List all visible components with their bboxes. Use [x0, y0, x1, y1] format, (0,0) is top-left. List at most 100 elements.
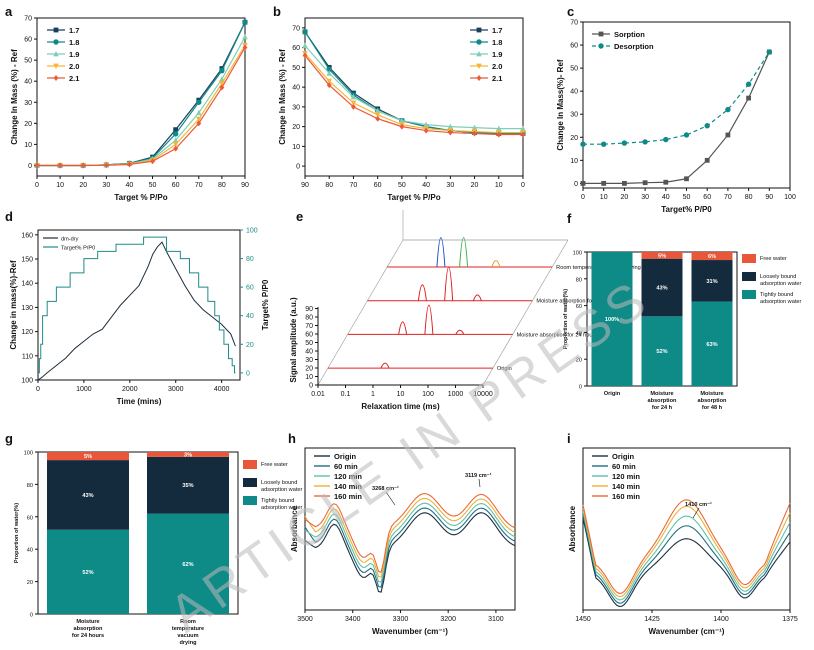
data-point — [242, 33, 248, 40]
data-point — [57, 162, 63, 169]
bar-data-label: 31% — [706, 279, 717, 285]
category-label: drying — [179, 640, 197, 646]
y-tick-label: 0 — [28, 163, 32, 170]
y-tick-label: 70 — [570, 20, 578, 27]
data-point — [495, 125, 502, 131]
bar-data-label: 63% — [706, 342, 717, 348]
y-axis-label: Change In Mass (%) - Ref — [10, 49, 19, 145]
panel-label-h: h — [288, 431, 296, 446]
legend-label: 1.7 — [492, 26, 502, 35]
data-point — [471, 124, 478, 131]
plot-frame-h — [304, 447, 516, 611]
data-point — [725, 106, 731, 113]
x-tick-label: 0 — [581, 194, 585, 201]
data-point — [601, 180, 607, 186]
legend-marker — [598, 31, 604, 37]
data-point — [242, 19, 248, 25]
legend-label: 120 min — [612, 472, 640, 481]
panel-label-f: f — [567, 211, 572, 226]
legend-label: Origin — [334, 452, 357, 461]
data-point — [350, 94, 357, 100]
data-point — [326, 82, 332, 89]
data-point — [302, 29, 308, 35]
x-tick-label: 1000 — [76, 386, 92, 393]
x-tick-label: 0.01 — [311, 391, 325, 398]
spectrum-line — [304, 507, 516, 588]
x-tick-label: 1375 — [782, 616, 798, 623]
y-tick-label: 40 — [576, 331, 582, 337]
spectrum-peak — [424, 304, 434, 335]
data-point — [172, 142, 179, 148]
legend-swatch — [742, 254, 756, 263]
spectrum-line — [304, 493, 516, 573]
chart-h: 3500 3400 3300 3200 3100 Wavenumber (cm⁻¹) Abs… — [290, 447, 516, 636]
legend-label: 160 min — [612, 492, 640, 501]
x-tick-label: 100 — [784, 194, 796, 201]
chart-b: 90 80 70 60 50 40 30 20 10 0 0 10 20 30 40 50 60 70 Target… — [278, 17, 526, 202]
chart-g: 0 20 40 60 80 100 Proportion of water(%) 52% 43%… — [14, 451, 302, 647]
y-tick-label: 150 — [21, 257, 33, 264]
spectrum-line — [582, 499, 791, 594]
data-point — [195, 116, 202, 123]
chart-f: 0 20 40 60 80 100 Proportion of water(%) 100% Or… — [563, 251, 801, 412]
y-tick-label: 0 — [309, 383, 313, 390]
x-tick-label: 1450 — [575, 616, 591, 623]
series-line-2.1 — [37, 47, 246, 167]
peak-annotation: 1410 cm⁻¹ — [685, 501, 712, 508]
data-point — [80, 162, 86, 169]
category-label: Moisture — [650, 391, 673, 397]
legend-label: 140 min — [334, 482, 362, 491]
chart-d: 0 1000 2000 3000 4000 100 110 120 130 140 150 160 0 2… — [9, 228, 270, 407]
legend-label: 1.7 — [69, 26, 79, 35]
data-point — [326, 78, 333, 85]
data-point — [580, 180, 586, 186]
chart-a: 0 10 20 30 40 50 60 70 80 90 0 10 20 30 40 50 60 70 Target… — [10, 16, 249, 203]
y-tick-label: 110 — [22, 353, 33, 360]
x-tick-label: 20 — [621, 194, 629, 201]
bar-data-label: 35% — [182, 483, 193, 489]
series-label: Moisture absorption for 24 hours — [517, 332, 598, 338]
panel-label-d: d — [5, 209, 13, 224]
watermark: ARTICLE IN PRESS — [159, 268, 661, 644]
y-tick-label: 60 — [27, 515, 33, 521]
legend-swatch — [243, 478, 257, 487]
y-tick-label: 40 — [24, 79, 32, 86]
category-label: absorption — [698, 398, 727, 404]
y-tick-label: 0 — [579, 385, 582, 391]
y-axis-label: Proportion of water(%) — [563, 289, 569, 349]
spectrum-peak — [472, 294, 482, 301]
y-tick-label: 0 — [574, 181, 578, 188]
bar-segment — [147, 452, 229, 457]
x-tick-label: 40 — [422, 182, 430, 189]
x-tick-label: 70 — [350, 182, 358, 189]
y-tick-label: 50 — [292, 65, 300, 72]
y-tick-label: 90 — [305, 306, 313, 313]
y-right-axis-label: Target% P/P0 — [261, 279, 270, 330]
spectrum-peak — [398, 321, 408, 335]
legend-swatch — [742, 272, 756, 281]
y-tick-label: 30 — [570, 112, 578, 119]
x-tick-label: 0 — [35, 182, 39, 189]
data-point — [684, 176, 689, 182]
data-point — [350, 100, 357, 106]
category-label: Origin — [604, 391, 621, 397]
category-label: absorption — [74, 626, 103, 632]
y-tick-label: 10 — [292, 144, 300, 151]
data-point — [496, 131, 502, 138]
y-right-tick-label: 40 — [246, 313, 254, 320]
spectrum-line — [582, 517, 791, 608]
x-tick-label: 4000 — [214, 386, 230, 393]
legend-label: 2.1 — [69, 74, 79, 83]
y-tick-label: 60 — [576, 304, 582, 310]
data-point — [219, 67, 225, 74]
x-axis-label: Relaxation time (ms) — [361, 402, 440, 411]
legend-label: adsorption water — [760, 299, 801, 305]
data-point — [326, 70, 333, 76]
y-tick-label: 40 — [570, 89, 578, 96]
y-tick-label: 80 — [27, 483, 33, 489]
data-point — [127, 161, 132, 168]
x-tick-label: 3300 — [393, 616, 409, 623]
data-point — [150, 158, 155, 165]
legend-marker — [476, 39, 482, 45]
data-point — [766, 49, 772, 55]
